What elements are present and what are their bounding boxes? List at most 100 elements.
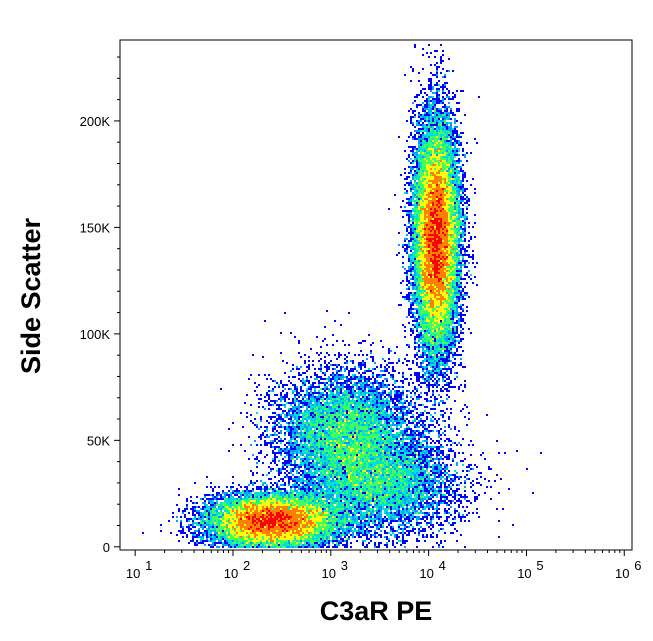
data-point [320,396,322,398]
data-point [284,476,286,478]
data-point [462,132,464,134]
data-point [408,522,410,524]
data-point [332,524,334,526]
data-point [308,402,310,404]
data-point [446,504,448,506]
data-point [406,234,408,236]
data-point [412,150,414,152]
data-point [416,388,418,390]
data-point [436,510,438,512]
data-point [404,210,406,212]
data-point [350,360,352,362]
data-point [338,502,340,504]
data-point [404,442,406,444]
data-point [252,490,254,492]
data-point [406,534,408,536]
data-point [318,486,320,488]
data-point [460,358,462,360]
data-point [304,432,306,434]
data-point [442,400,444,402]
data-point [416,516,418,518]
data-point [312,488,314,490]
data-point [420,446,422,448]
data-point [438,358,440,360]
data-point [472,178,474,180]
data-point [402,418,404,420]
data-point [444,82,446,84]
data-point [412,468,414,470]
data-point [404,514,406,516]
data-point [432,346,434,348]
data-point [248,378,250,380]
data-point [306,546,308,548]
data-point [416,310,418,312]
data-point [202,514,204,516]
data-point [342,538,344,540]
data-point [180,530,182,532]
data-point [410,166,412,168]
data-point [428,484,430,486]
data-point [314,438,316,440]
data-point [276,486,278,488]
data-point [384,454,386,456]
data-point [304,462,306,464]
data-point [442,96,444,98]
data-point [284,428,286,430]
data-point [178,494,180,496]
data-point [310,450,312,452]
data-point [294,464,296,466]
data-point [422,482,424,484]
data-point [296,440,298,442]
data-point [374,474,376,476]
data-point [356,396,358,398]
data-point [340,512,342,514]
data-point [446,438,448,440]
data-point [236,488,238,490]
data-point [346,442,348,444]
data-point [468,500,470,502]
data-point [430,520,432,522]
data-point [380,366,382,368]
data-point [422,450,424,452]
data-point [210,532,212,534]
data-point [216,498,218,500]
data-point [208,544,210,546]
data-point [256,444,258,446]
data-point [442,364,444,366]
data-point [202,526,204,528]
data-point [460,460,462,462]
data-point [414,392,416,394]
data-point [268,404,270,406]
data-point [274,462,276,464]
data-point [260,436,262,438]
data-point [394,520,396,522]
data-point [264,430,266,432]
data-point [332,470,334,472]
data-point [416,440,418,442]
data-point [420,420,422,422]
data-point [410,508,412,510]
data-point [410,302,412,304]
data-point [218,546,220,548]
data-point [272,452,274,454]
data-point [272,488,274,490]
data-point [354,496,356,498]
data-point [462,298,464,300]
data-point [346,498,348,500]
data-point [256,494,258,496]
data-point [436,458,438,460]
data-point [356,460,358,462]
data-point [278,436,280,438]
data-point [320,448,322,450]
data-point [406,448,408,450]
data-point [312,490,314,492]
data-point [306,492,308,494]
data-point [378,414,380,416]
data-point [398,392,400,394]
data-point [222,546,224,548]
data-point [408,146,410,148]
data-point [380,376,382,378]
data-point [498,536,500,538]
data-point [450,450,452,452]
data-point [434,382,436,384]
